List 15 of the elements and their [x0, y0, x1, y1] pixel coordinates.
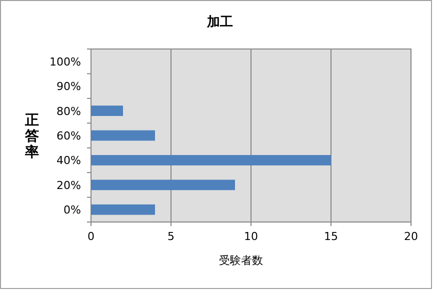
xtick: 5: [168, 230, 174, 243]
ytick: 20%: [56, 178, 81, 192]
xtick: 0: [88, 230, 94, 243]
ytick: 90%: [56, 80, 81, 94]
ytick: 80%: [56, 104, 81, 118]
ytick: 60%: [56, 130, 81, 142]
ytick: 40%: [56, 154, 81, 168]
xtick: 20: [404, 230, 418, 243]
xtick: 10: [244, 230, 258, 243]
ytick: 100%: [50, 55, 81, 68]
title: 加工: [207, 15, 233, 30]
ytick: 0%: [64, 204, 81, 217]
xlabel: 受験者数: [219, 254, 263, 267]
xtick: 15: [324, 230, 338, 243]
ylabel: 正答率: [25, 112, 39, 160]
